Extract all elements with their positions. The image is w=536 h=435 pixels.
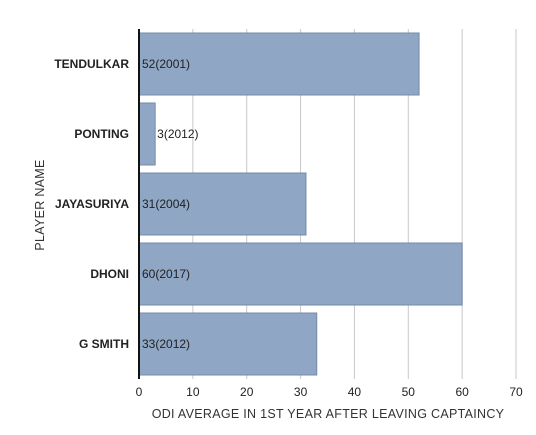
data-label-tendulkar: 52(2001) [142, 57, 190, 71]
x-tick-label-20: 20 [240, 385, 254, 399]
category-label-ponting: PONTING [74, 127, 129, 141]
x-tick-label-50: 50 [402, 385, 416, 399]
data-label-g-smith: 33(2012) [142, 337, 190, 351]
bar-ponting [138, 102, 156, 166]
labels: 0 10 20 30 40 50 60 70 TENDULKAR 52(2001) PONTING 3… [54, 57, 523, 399]
data-label-ponting: 3(2012) [157, 127, 198, 141]
x-tick-label-40: 40 [348, 385, 362, 399]
category-label-dhoni: DHONI [90, 267, 129, 281]
x-axis-title: ODI AVERAGE IN 1ST YEAR AFTER LEAVING CA… [152, 407, 505, 421]
category-label-g-smith: G SMITH [79, 337, 129, 351]
data-label-jayasuriya: 31(2004) [142, 197, 190, 211]
data-label-dhoni: 60(2017) [142, 267, 190, 281]
category-label-jayasuriya: JAYASURIYA [55, 197, 129, 211]
bar-g-smith [138, 312, 318, 376]
x-tick-label-70: 70 [509, 385, 523, 399]
x-tick-label-60: 60 [455, 385, 469, 399]
bars [138, 32, 463, 376]
x-tick-label-10: 10 [186, 385, 200, 399]
x-tick-label-0: 0 [136, 385, 143, 399]
x-tick-label-30: 30 [294, 385, 308, 399]
y-axis-title: PLAYER NAME [33, 159, 47, 250]
category-label-tendulkar: TENDULKAR [54, 57, 129, 71]
